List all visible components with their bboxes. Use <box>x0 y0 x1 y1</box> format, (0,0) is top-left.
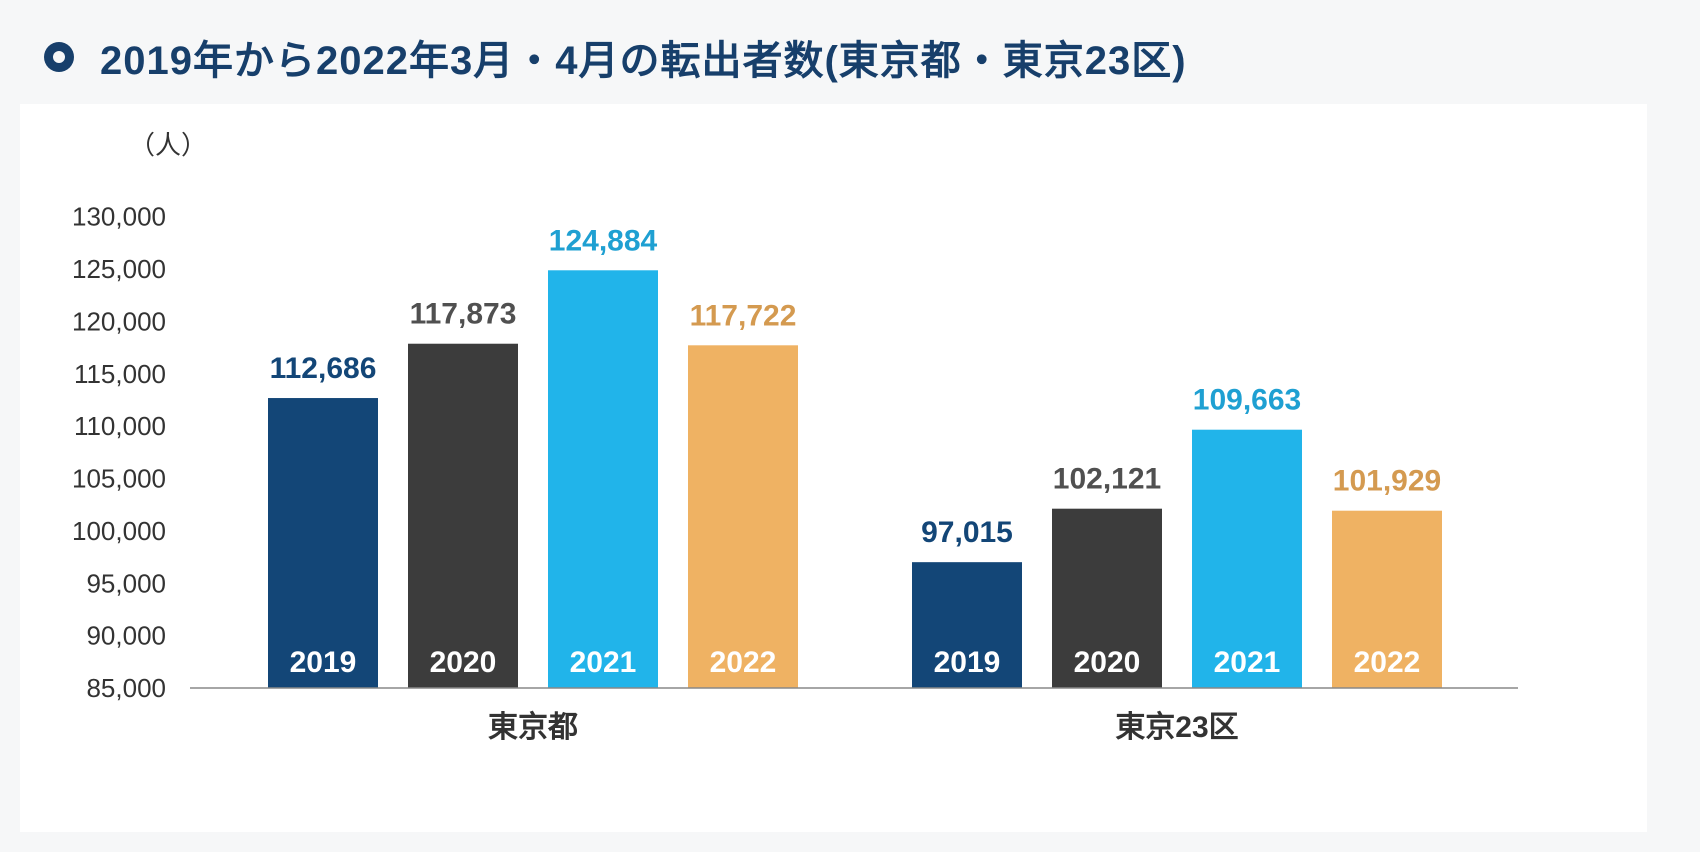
y-tick-label: 100,000 <box>72 516 166 546</box>
y-axis: 85,000 90,000 95,000 100,000 105,000 110,000 1… <box>72 202 166 703</box>
chart-panel: （人） 85,000 90,000 95,000 100,000 105,000 110,… <box>20 104 1647 832</box>
bar-value-label: 112,686 <box>270 352 377 385</box>
value-labels-group: 112,686 117,873 124,884 117,722 97,015 102,12… <box>270 224 1442 549</box>
bar <box>1052 508 1162 688</box>
category-labels-group: 東京都 東京23区 <box>488 710 1239 744</box>
bar <box>1192 429 1302 688</box>
bar-value-label: 102,121 <box>1053 463 1161 496</box>
bar-year-label: 2020 <box>1074 646 1141 679</box>
y-tick-label: 125,000 <box>72 254 166 284</box>
chart-title: 2019年から2022年3月・4月の転出者数(東京都・東京23区) <box>100 39 1187 83</box>
y-unit-label: （人） <box>129 130 207 160</box>
bar-year-label: 2021 <box>1214 646 1281 679</box>
bar-value-label: 117,722 <box>690 299 797 332</box>
bar-value-label: 117,873 <box>410 298 517 331</box>
bar-year-label: 2022 <box>710 646 777 679</box>
bar-value-label: 101,929 <box>1333 465 1441 498</box>
x-category-label: 東京23区 <box>1115 710 1238 744</box>
bar <box>1332 510 1442 688</box>
bar-value-label: 109,663 <box>1193 384 1301 417</box>
bars-group <box>268 270 1442 688</box>
bar-year-label: 2020 <box>430 646 497 679</box>
x-category-label: 東京都 <box>488 710 578 744</box>
bar <box>268 398 378 688</box>
bar-year-label: 2021 <box>570 646 637 679</box>
y-tick-label: 115,000 <box>74 359 166 389</box>
bar <box>912 562 1022 688</box>
y-tick-label: 130,000 <box>72 202 166 232</box>
y-tick-label: 120,000 <box>72 306 166 336</box>
y-tick-label: 95,000 <box>86 568 166 598</box>
bar-year-label: 2022 <box>1354 646 1421 679</box>
y-tick-label: 90,000 <box>86 621 166 651</box>
bar-chart: （人） 85,000 90,000 95,000 100,000 105,000 110,… <box>72 130 1518 744</box>
bar <box>548 270 658 688</box>
y-tick-label: 110,000 <box>74 411 166 441</box>
bar <box>688 345 798 688</box>
bar-value-label: 124,884 <box>549 224 658 257</box>
bar-year-label: 2019 <box>290 646 357 679</box>
bar-year-labels-group: 2019 2020 2021 2022 2019 2020 2021 2022 <box>290 646 1421 679</box>
y-tick-label: 85,000 <box>86 673 166 703</box>
bar-value-label: 97,015 <box>921 516 1013 549</box>
circle-bullet-icon <box>44 42 74 72</box>
y-tick-label: 105,000 <box>72 464 166 494</box>
bar <box>408 343 518 688</box>
title-row: 2019年から2022年3月・4月の転出者数(東京都・東京23区) <box>44 26 1187 88</box>
bar-year-label: 2019 <box>934 646 1001 679</box>
